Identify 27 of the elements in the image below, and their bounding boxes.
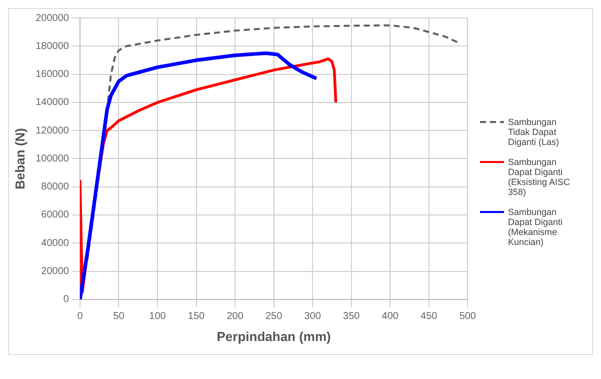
y-tick-label: 20000 xyxy=(41,266,70,278)
y-tick-label: 120000 xyxy=(36,125,70,136)
x-tick-label: 350 xyxy=(343,311,360,322)
y-axis-title: Beban (N) xyxy=(12,128,28,190)
y-tick-label: 80000 xyxy=(41,182,70,193)
x-axis-title: Perpindahan (mm) xyxy=(216,328,331,344)
x-tick-label: 500 xyxy=(459,311,476,322)
y-tick-label: 200000 xyxy=(36,12,70,24)
y-tick-label: 100000 xyxy=(36,153,70,164)
x-tick-label: 0 xyxy=(77,311,84,322)
x-tick-label: 250 xyxy=(265,311,283,322)
legend-label: Sambungan Dapat Diganti (Mekanisme Kuncian) xyxy=(508,206,564,246)
x-tick-label: 300 xyxy=(304,311,322,322)
x-tick-label: 450 xyxy=(420,311,438,322)
y-tick-label: 160000 xyxy=(36,69,70,80)
x-tick-label: 50 xyxy=(113,311,125,322)
y-tick-label: 60000 xyxy=(41,210,70,221)
y-tick-label: 180000 xyxy=(36,40,70,52)
x-tick-label: 100 xyxy=(149,311,166,322)
x-tick-label: 400 xyxy=(382,311,399,322)
legend-label: Sambungan Tidak Dapat Diganti (Las) xyxy=(508,116,560,146)
y-tick-label: 40000 xyxy=(41,238,70,249)
y-tick-label: 140000 xyxy=(36,97,70,108)
x-tick-label: 150 xyxy=(188,311,206,322)
legend-label: Sambungan Dapat Diganti (Eksisting AISC 358) xyxy=(508,156,572,196)
x-tick-label: 200 xyxy=(226,311,244,322)
y-tick-label: 0 xyxy=(63,294,70,306)
